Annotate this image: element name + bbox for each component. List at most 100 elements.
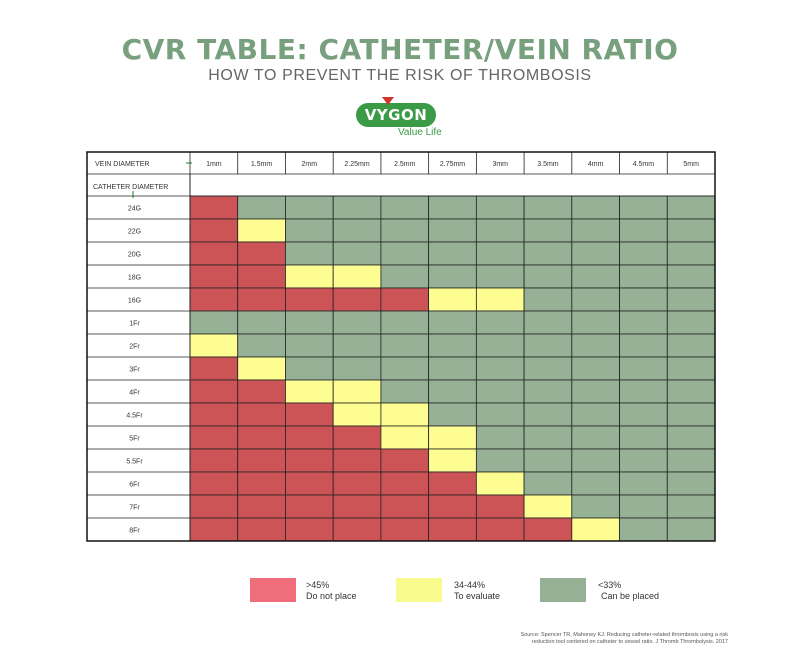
page-subtitle: HOW TO PREVENT THE RISK OF THROMBOSIS bbox=[208, 67, 592, 84]
heatmap-cell bbox=[475, 310, 525, 335]
heatmap-cell bbox=[619, 425, 668, 450]
heatmap-cell bbox=[189, 379, 239, 404]
heatmap-cell bbox=[285, 333, 334, 358]
heatmap-cell bbox=[285, 218, 334, 243]
row-label: 16G bbox=[128, 298, 141, 305]
heatmap-cell bbox=[666, 218, 716, 243]
legend-swatch-yellow bbox=[396, 578, 442, 602]
heatmap-cell bbox=[523, 402, 573, 427]
page-title: CVR TABLE: CATHETER/VEIN RATIO bbox=[121, 33, 679, 66]
heatmap-cell bbox=[571, 310, 620, 335]
heatmap-cell bbox=[380, 494, 430, 519]
table-border bbox=[86, 151, 716, 542]
heatmap-cell bbox=[237, 218, 286, 243]
heatmap-cell bbox=[380, 287, 430, 312]
heatmap-cell bbox=[666, 448, 716, 473]
legend-swatch-green bbox=[540, 578, 586, 602]
heatmap-cell bbox=[428, 471, 477, 496]
heatmap-cell bbox=[523, 310, 573, 335]
row-label: 5Fr bbox=[129, 436, 140, 443]
heatmap-cell bbox=[571, 195, 620, 220]
heatmap-cell bbox=[380, 471, 430, 496]
heatmap-cell bbox=[619, 448, 668, 473]
heatmap-cell bbox=[380, 356, 430, 381]
heatmap-cell bbox=[619, 287, 668, 312]
row-label: 4Fr bbox=[129, 390, 140, 397]
heatmap-cell bbox=[666, 310, 716, 335]
heatmap-cell bbox=[237, 471, 286, 496]
heatmap-cell bbox=[523, 264, 573, 289]
heatmap-cell bbox=[332, 195, 382, 220]
heatmap-cell bbox=[428, 241, 477, 266]
heatmap-cell bbox=[523, 356, 573, 381]
heatmap-cell bbox=[332, 264, 382, 289]
column-label: 4.5mm bbox=[633, 161, 655, 168]
heatmap-cell bbox=[523, 195, 573, 220]
heatmap-cell bbox=[666, 494, 716, 519]
heatmap-cell bbox=[189, 264, 239, 289]
row-label: 20G bbox=[128, 252, 141, 259]
column-label: 1.5mm bbox=[251, 161, 273, 168]
heatmap-cell bbox=[380, 218, 430, 243]
heatmap-cell bbox=[475, 241, 525, 266]
heatmap-cell bbox=[619, 333, 668, 358]
heatmap-cell bbox=[666, 356, 716, 381]
heatmap-cell bbox=[475, 471, 525, 496]
heatmap-cell bbox=[189, 517, 239, 542]
heatmap-cell bbox=[571, 264, 620, 289]
heatmap-cell bbox=[380, 448, 430, 473]
heatmap-cell bbox=[332, 425, 382, 450]
heatmap-cell bbox=[523, 494, 573, 519]
heatmap-cell bbox=[189, 356, 239, 381]
heatmap-cell bbox=[666, 195, 716, 220]
catheter-diameter-header: CATHETER DIAMETER bbox=[93, 184, 168, 191]
heatmap-cell bbox=[619, 264, 668, 289]
heatmap-cell bbox=[475, 218, 525, 243]
heatmap-cell bbox=[475, 356, 525, 381]
heatmap-cell bbox=[189, 425, 239, 450]
heatmap-cell bbox=[619, 195, 668, 220]
heatmap-cell bbox=[571, 287, 620, 312]
heatmap-cell bbox=[523, 379, 573, 404]
heatmap-cell bbox=[332, 448, 382, 473]
heatmap-cell bbox=[285, 356, 334, 381]
heatmap-cell bbox=[666, 379, 716, 404]
heatmap-cell bbox=[571, 402, 620, 427]
source-line-1: Source: Spencer TR, Mahoney KJ. Reducing… bbox=[520, 632, 728, 638]
heatmap-cell bbox=[428, 195, 477, 220]
heatmap-cell bbox=[189, 195, 239, 220]
heatmap-cell bbox=[523, 333, 573, 358]
heatmap-cell bbox=[523, 241, 573, 266]
heatmap-cell bbox=[571, 356, 620, 381]
heatmap-cell bbox=[475, 448, 525, 473]
heatmap-cell bbox=[475, 195, 525, 220]
heatmap-cell bbox=[619, 379, 668, 404]
vygon-logo: VYGON Value Life bbox=[356, 97, 456, 141]
heatmap-cell bbox=[285, 310, 334, 335]
heatmap-cell bbox=[428, 517, 477, 542]
legend-label-red-text: Do not place bbox=[306, 591, 357, 601]
column-label: 2.75mm bbox=[440, 161, 465, 168]
heatmap-cell bbox=[332, 379, 382, 404]
vein-diameter-header: VEIN DIAMETER bbox=[95, 161, 149, 168]
source-line-2: reduction tool centered on catheter to v… bbox=[531, 639, 728, 645]
heatmap-cell bbox=[285, 264, 334, 289]
row-label: 8Fr bbox=[129, 528, 140, 535]
heatmap-cell bbox=[237, 379, 286, 404]
heatmap-cell bbox=[666, 425, 716, 450]
heatmap-cell bbox=[428, 218, 477, 243]
heatmap-cell bbox=[332, 471, 382, 496]
row-label: 5.5Fr bbox=[126, 459, 143, 466]
column-label: 2.25mm bbox=[344, 161, 369, 168]
heatmap-cell bbox=[189, 494, 239, 519]
heatmap-cell bbox=[666, 517, 716, 542]
heatmap-cell bbox=[619, 241, 668, 266]
heatmap-cell bbox=[619, 310, 668, 335]
column-label: 3.5mm bbox=[537, 161, 559, 168]
heatmap-cell bbox=[380, 425, 430, 450]
heatmap-cell bbox=[189, 471, 239, 496]
row-label: 1Fr bbox=[129, 321, 140, 328]
row-label: 2Fr bbox=[129, 344, 140, 351]
heatmap-cell bbox=[523, 517, 573, 542]
